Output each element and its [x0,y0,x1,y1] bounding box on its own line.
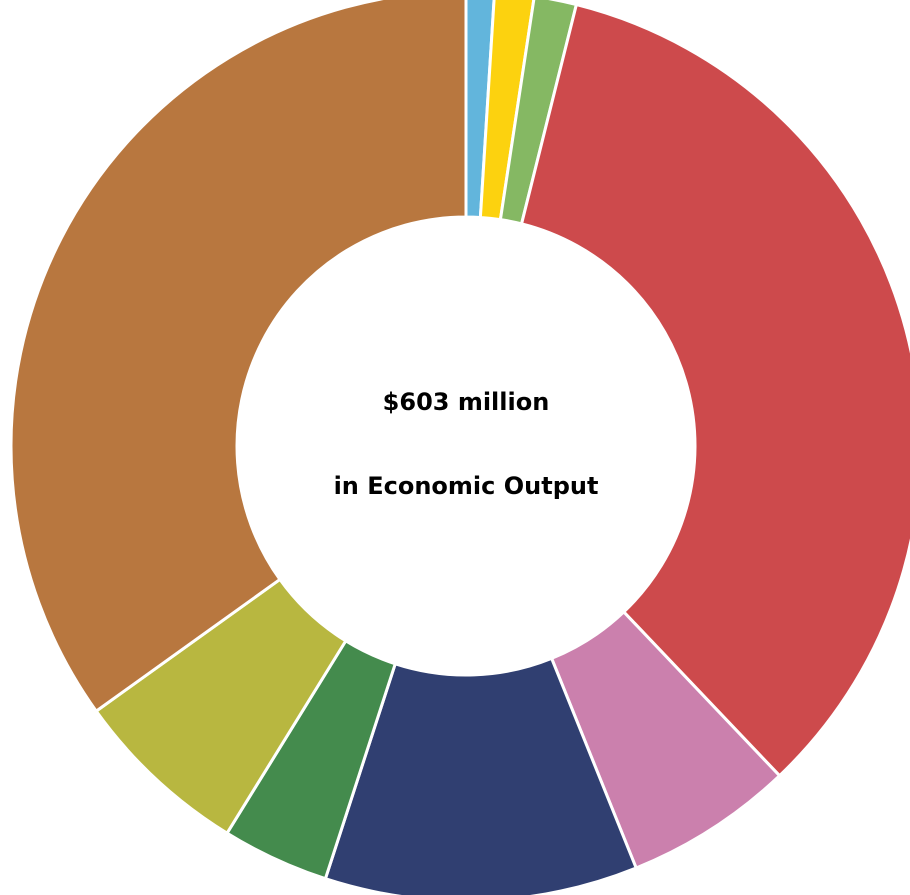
donut-hole [237,217,695,675]
center-caption-label: in Economic Output [334,472,599,500]
center-value-label: $603 million [383,388,550,416]
